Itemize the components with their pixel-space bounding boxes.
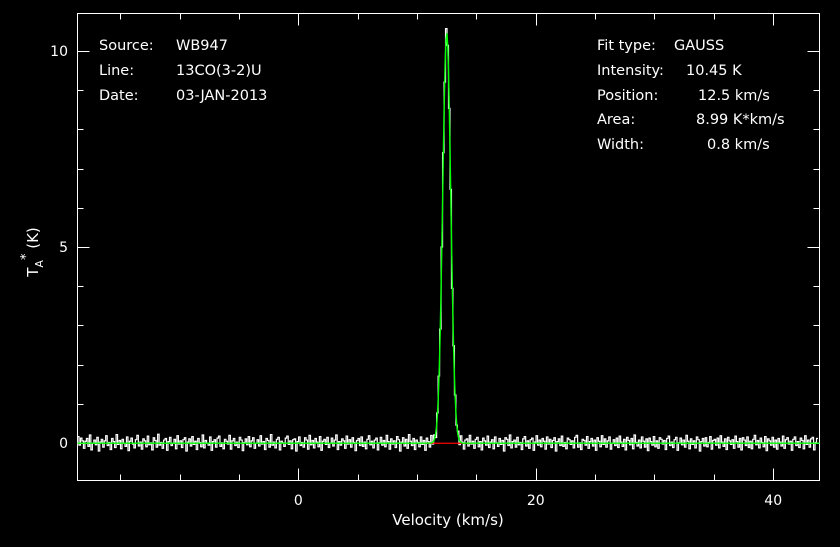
source-label: Source: bbox=[99, 38, 154, 54]
x-axis-label: Velocity (km/s) bbox=[392, 511, 503, 529]
y-axis-label-sub: A bbox=[33, 260, 46, 268]
fit-position-value: 12.5 km/s bbox=[698, 88, 770, 104]
line-label: Line: bbox=[99, 63, 134, 79]
fit-width-label: Width: bbox=[597, 137, 644, 153]
fit-info: Fit type: GAUSS Intensity: 10.45 K Posit… bbox=[597, 38, 785, 153]
date-value: 03-JAN-2013 bbox=[176, 88, 267, 104]
axis-tick-labels: 0 20 40 0 5 10 bbox=[50, 44, 782, 509]
date-label: Date: bbox=[99, 88, 139, 104]
source-value: WB947 bbox=[176, 38, 228, 54]
y-axis-label-main: T bbox=[24, 267, 42, 278]
fit-area-value: 8.99 K*km/s bbox=[696, 112, 785, 128]
y-axis-label-text: TA* (K) bbox=[19, 227, 46, 278]
line-value: 13CO(3-2)U bbox=[176, 63, 262, 79]
fit-type-value: GAUSS bbox=[674, 38, 724, 54]
x-tick-label: 20 bbox=[527, 493, 545, 509]
source-info: Source: WB947 Line: 13CO(3-2)U Date: 03-… bbox=[99, 38, 267, 104]
fit-area-label: Area: bbox=[597, 112, 635, 128]
y-tick-label: 0 bbox=[59, 436, 68, 452]
fit-intensity-value: 10.45 K bbox=[686, 63, 742, 79]
data-series bbox=[77, 27, 820, 452]
fit-width-value: 0.8 km/s bbox=[707, 137, 770, 153]
fit-type-label: Fit type: bbox=[597, 38, 656, 54]
y-axis-label-sup: * bbox=[19, 253, 34, 260]
y-axis-label: TA* (K) bbox=[19, 227, 46, 278]
fit-intensity-label: Intensity: bbox=[597, 63, 664, 79]
y-tick-label: 5 bbox=[59, 240, 68, 256]
fit-position-label: Position: bbox=[597, 88, 658, 104]
y-tick-label: 10 bbox=[50, 44, 68, 60]
axis-ticks bbox=[77, 13, 820, 481]
gaussian-fit-line bbox=[77, 33, 820, 444]
y-axis-label-unit: (K) bbox=[24, 227, 42, 253]
x-tick-label: 40 bbox=[764, 493, 782, 509]
x-tick-label: 0 bbox=[294, 493, 303, 509]
